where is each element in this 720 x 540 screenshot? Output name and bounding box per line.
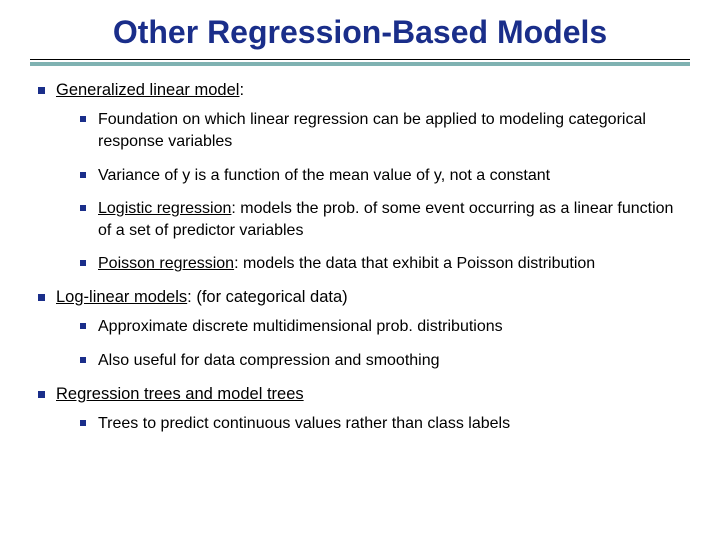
logistic-label: Logistic regression (98, 200, 231, 217)
poisson-text: : models the data that exhibit a Poisson… (234, 255, 595, 272)
sub-loglinear-compress: Also useful for data compression and smo… (78, 350, 690, 372)
sub-glm-variance: Variance of y is a function of the mean … (78, 165, 690, 187)
slide: Other Regression-Based Models Generalize… (0, 0, 720, 540)
bullet-list: Generalized linear model: Foundation on … (30, 80, 690, 435)
rule-thick (30, 62, 690, 66)
rule-thin (30, 59, 690, 60)
sublist-glm: Foundation on which linear regression ca… (56, 109, 690, 275)
sub-trees-predict: Trees to predict continuous values rathe… (78, 413, 690, 435)
sub-glm-logistic: Logistic regression: models the prob. of… (78, 198, 690, 241)
bullet-glm: Generalized linear model: Foundation on … (34, 80, 690, 275)
bullet-trees-head: Regression trees and model trees (56, 385, 304, 403)
sub-loglinear-approx: Approximate discrete multidimensional pr… (78, 316, 690, 338)
sublist-loglinear: Approximate discrete multidimensional pr… (56, 316, 690, 371)
slide-title: Other Regression-Based Models (30, 14, 690, 51)
sublist-trees: Trees to predict continuous values rathe… (56, 413, 690, 435)
bullet-glm-colon: : (239, 81, 244, 99)
bullet-loglinear-head: Log-linear models (56, 288, 187, 306)
title-rule (30, 59, 690, 66)
sub-glm-poisson: Poisson regression: models the data that… (78, 253, 690, 275)
bullet-loglinear: Log-linear models: (for categorical data… (34, 287, 690, 372)
bullet-trees: Regression trees and model trees Trees t… (34, 384, 690, 435)
sub-glm-foundation: Foundation on which linear regression ca… (78, 109, 690, 152)
bullet-loglinear-rest: : (for categorical data) (187, 288, 348, 306)
poisson-label: Poisson regression (98, 255, 234, 272)
bullet-glm-head: Generalized linear model (56, 81, 239, 99)
